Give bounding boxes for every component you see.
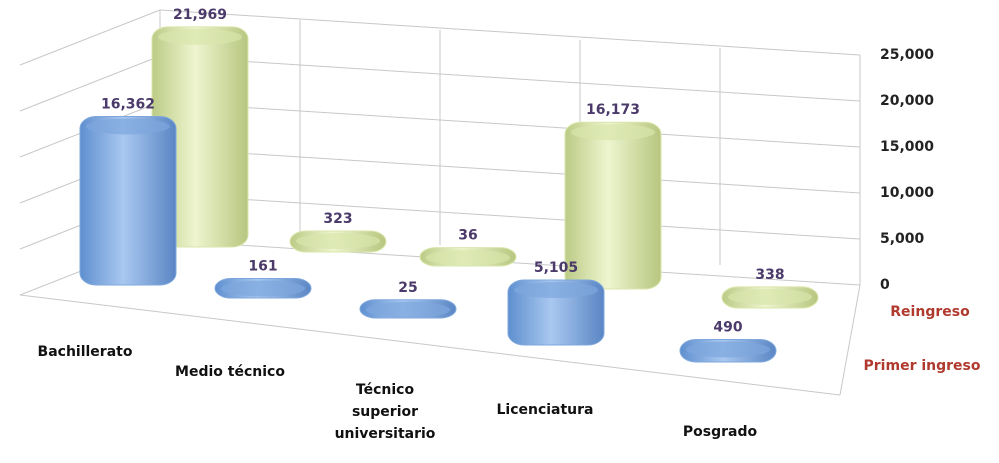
bar-top [366,301,450,318]
bar-top [158,28,242,45]
y-tick-label: 15,000 [880,139,934,155]
data-label: 21,969 [173,7,227,23]
y-tick-label: 20,000 [880,93,934,109]
bar-top [728,288,812,305]
data-label: 25 [398,280,417,296]
bar-top [426,249,510,266]
grid-line [19,9,161,66]
grid-line [159,55,861,102]
legend-label: Reingreso [890,304,970,320]
x-tick-word: Técnico [356,382,415,398]
x-tick-word: superior [352,404,418,420]
grid-line [159,9,861,56]
bar-top [221,280,305,297]
data-label: 5,105 [534,260,578,276]
bar-top [86,118,170,135]
x-tick-label: Técnico superior universitario [335,382,436,442]
x-tick-label: Medio técnico [175,364,285,380]
x-tick-label: Licenciatura [496,402,593,418]
bar-top [514,282,598,299]
data-label: 323 [323,211,352,227]
floor-edge [19,294,841,396]
y-tick-label: 0 [880,277,890,293]
legend-label: Primer ingreso [864,358,981,374]
x-tick-label: Posgrado [683,424,758,440]
grid-line [19,55,161,112]
floor-edge [839,284,861,396]
data-label: 36 [458,228,477,244]
bar [564,121,662,290]
bar-top [686,341,770,358]
data-label: 338 [755,267,784,283]
y-tick-label: 5,000 [880,231,925,247]
y-tick-label: 10,000 [880,185,934,201]
bar-top [571,124,655,141]
data-label: 16,362 [101,96,155,112]
data-label: 490 [713,319,742,335]
x-tick-word: universitario [335,426,436,442]
data-label: 161 [248,259,277,275]
grid-line [159,101,861,148]
x-tick-label: Bachillerato [38,344,133,360]
bar [79,115,177,286]
y-tick-label: 25,000 [880,47,934,63]
grid-line [159,193,861,240]
bar-top [296,233,380,250]
grid-line [159,147,861,194]
data-label: 16,173 [586,102,640,118]
